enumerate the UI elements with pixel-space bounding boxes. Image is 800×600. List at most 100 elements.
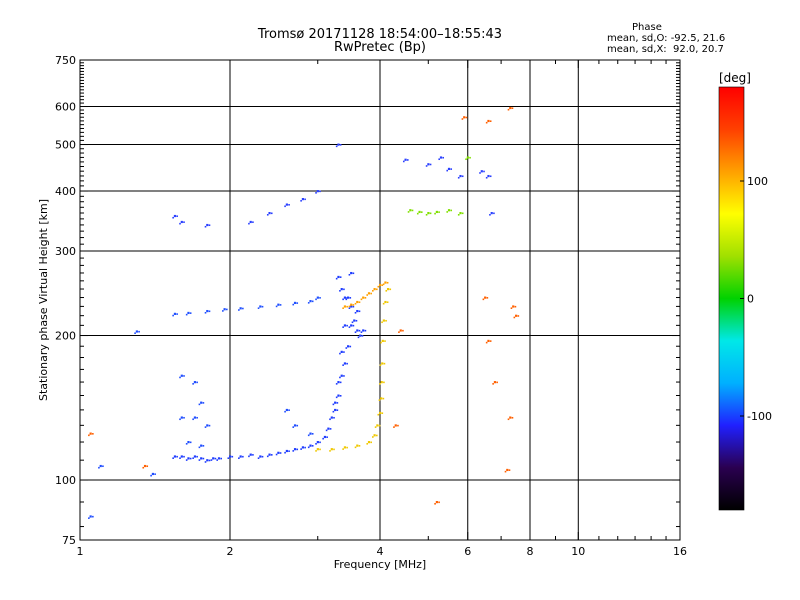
data-point-o_upper xyxy=(493,212,495,215)
data-point-scattered xyxy=(514,305,517,308)
data-point-o_trace xyxy=(212,457,215,460)
chart-title-line-1: Tromsø 20171128 18:54:00–18:55:43 xyxy=(257,27,503,42)
data-point-x_trace xyxy=(378,399,381,401)
data-point-o_trace xyxy=(329,418,331,421)
data-point-o_upper xyxy=(480,170,483,173)
data-point-o_f1 xyxy=(238,309,240,311)
data-point-x_trace xyxy=(330,448,333,451)
data-point-x_upper xyxy=(411,209,414,212)
y-tick-label: 100 xyxy=(55,474,76,487)
data-point-o_trace xyxy=(348,273,351,276)
data-point-o_low xyxy=(150,474,152,477)
data-point-o_trace xyxy=(346,324,348,327)
data-point-o_f2 xyxy=(352,324,355,327)
data-point-x_upper xyxy=(418,210,421,214)
data-point-o_f2 xyxy=(356,329,359,332)
data-point-o_f1 xyxy=(259,305,262,308)
data-point-o_low xyxy=(183,416,185,419)
data-point-o_f1 xyxy=(223,308,226,311)
data-point-o_low xyxy=(154,473,156,475)
data-point-x_trace xyxy=(370,441,372,444)
data-point-o_f2 xyxy=(348,307,351,310)
data-point-o_upper xyxy=(183,221,185,223)
data-point-o_upper xyxy=(208,224,211,227)
data-point-x_upper xyxy=(469,156,471,159)
data-point-o_f2 xyxy=(342,364,344,366)
data-point-o_trace xyxy=(248,455,250,458)
data-point-o_f1 xyxy=(293,301,297,305)
data-point-o_trace xyxy=(334,401,337,404)
colorbar: [deg] -100 0 100 xyxy=(718,71,772,511)
data-point-o_f2 xyxy=(343,375,345,377)
data-point-o_f2 xyxy=(335,396,338,399)
data-point-o_f2 xyxy=(361,335,364,337)
data-point-o_upper xyxy=(485,176,488,179)
data-point-o_upper xyxy=(270,212,273,215)
data-point-o_trace xyxy=(311,445,314,447)
data-point-o_upper xyxy=(248,222,250,225)
data-point-scattered xyxy=(486,297,489,299)
data-point-o_trace xyxy=(333,416,335,419)
data-point-scattered xyxy=(512,305,515,308)
data-point-o_trace xyxy=(340,350,343,353)
data-point-o_trace xyxy=(277,451,280,454)
data-point-o_trace xyxy=(285,449,288,453)
data-point-x_f2 xyxy=(377,285,380,288)
data-point-o_low xyxy=(192,383,194,385)
data-point-x_f2 xyxy=(386,281,389,284)
data-point-o_f2 xyxy=(332,410,335,413)
data-point-x_f2 xyxy=(370,292,372,295)
phase-heading: Phase xyxy=(632,22,662,33)
phase-x-stats: mean, sd,X: 92.0, 20.7 xyxy=(607,44,724,55)
data-point-o_f2 xyxy=(342,298,344,301)
data-point-x_f2 xyxy=(373,288,376,291)
phase-o-stats: mean, sd,O: -92.5, 21.6 xyxy=(607,33,726,44)
data-point-x_f2 xyxy=(346,305,348,308)
data-point-x_f2 xyxy=(381,284,384,286)
data-point-o_trace xyxy=(330,416,333,419)
data-point-scattered xyxy=(507,108,510,111)
data-point-scattered xyxy=(507,418,510,421)
data-point-o_f2 xyxy=(340,288,343,291)
data-point-scattered xyxy=(513,316,516,319)
data-point-o_upper xyxy=(266,214,269,216)
data-point-o_trace xyxy=(196,455,198,458)
data-point-x_f2 xyxy=(352,304,355,306)
data-point-x_trace xyxy=(382,302,385,305)
data-point-o_upper xyxy=(489,175,492,178)
data-point-o_low xyxy=(88,517,90,519)
data-point-o_f2 xyxy=(346,345,350,348)
data-point-o_trace xyxy=(343,324,347,327)
data-point-x_f2 xyxy=(362,296,365,299)
data-point-scattered xyxy=(487,119,490,123)
colorbar-tick-label: 100 xyxy=(747,175,768,188)
data-point-x_trace xyxy=(346,446,348,449)
data-point-scattered xyxy=(143,464,147,468)
data-point-scattered xyxy=(506,468,509,472)
data-point-o_low xyxy=(208,424,211,427)
data-point-o_f1 xyxy=(173,312,177,315)
data-point-o_upper xyxy=(339,144,342,146)
data-point-o_trace xyxy=(332,403,335,406)
data-point-x_trace xyxy=(384,300,387,304)
data-point-o_trace xyxy=(279,452,282,454)
data-point-o_f2 xyxy=(358,329,361,332)
data-point-o_trace xyxy=(179,457,181,460)
data-point-o_upper xyxy=(268,212,271,215)
data-point-x_upper xyxy=(446,211,449,213)
data-point-o_upper xyxy=(459,174,462,178)
data-point-o_trace xyxy=(352,272,355,275)
data-point-o_trace xyxy=(315,443,317,445)
colorbar-title: [deg] xyxy=(719,71,751,85)
data-point-scattered xyxy=(484,296,487,299)
data-point-x_f2 xyxy=(376,288,378,291)
data-point-scattered xyxy=(509,416,512,419)
data-point-o_upper xyxy=(176,215,178,218)
data-point-o_low xyxy=(200,401,203,404)
data-point-o_low xyxy=(285,408,288,412)
data-point-o_upper xyxy=(285,203,288,206)
data-point-scattered xyxy=(489,120,492,122)
data-point-o_f2 xyxy=(339,395,342,397)
data-point-o_trace xyxy=(252,454,254,456)
data-point-x_trace xyxy=(319,448,321,451)
